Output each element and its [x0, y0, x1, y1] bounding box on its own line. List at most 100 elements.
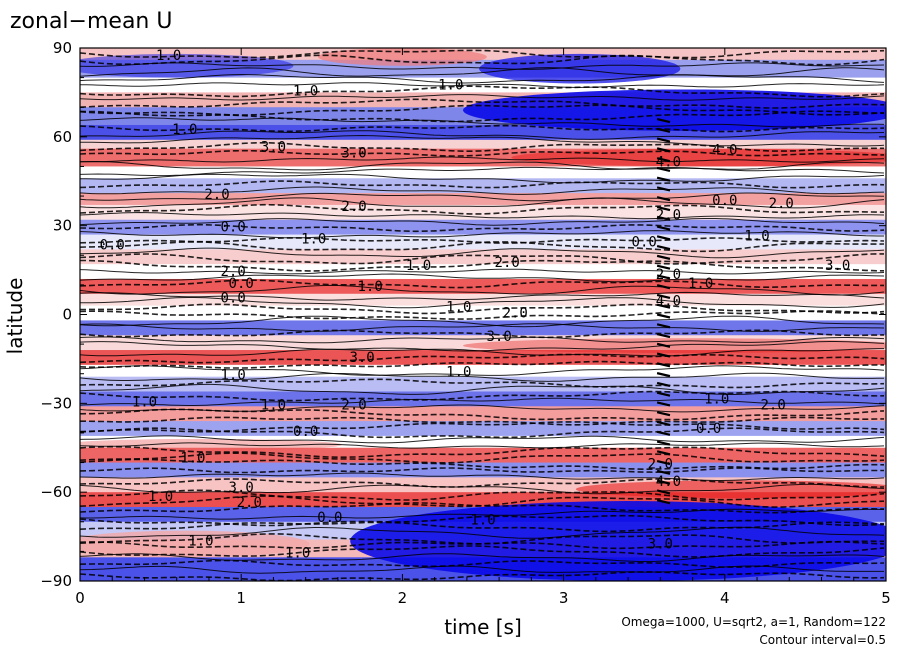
contour-tick-9 — [656, 205, 671, 212]
contour-line-49 — [80, 353, 885, 364]
band-23 — [80, 376, 886, 393]
contour-line-81 — [80, 553, 885, 562]
contour-label: 0.0 — [712, 193, 737, 209]
contour-line-34 — [80, 259, 884, 272]
contour-label: 2.0 — [341, 397, 366, 413]
contour-label: 2.0 — [204, 187, 229, 203]
contour-line-0 — [80, 49, 885, 59]
blob-1 — [479, 53, 681, 84]
contour-line-23 — [80, 192, 885, 202]
contour-label: 1.0 — [132, 394, 157, 410]
contour-label: 1.0 — [261, 397, 286, 413]
x-tick-label: 0 — [75, 589, 85, 607]
contour-label: 1.0 — [172, 122, 197, 138]
contour-label: 2.0 — [220, 264, 245, 280]
contour-line-82 — [80, 559, 885, 569]
contour-line-80 — [80, 545, 885, 558]
contour-line-59 — [80, 416, 885, 426]
contour-tick-20 — [656, 313, 671, 319]
contour-label: 3.0 — [229, 480, 254, 496]
contour-label: 1.0 — [688, 276, 713, 292]
contour-line-58 — [80, 408, 885, 421]
contour-line-61 — [80, 427, 885, 439]
x-tick-label: 4 — [720, 589, 730, 607]
contour-tick-33 — [656, 440, 671, 446]
contour-tick-30 — [656, 411, 671, 417]
contour-line-78 — [80, 533, 884, 545]
contour-line-7 — [80, 94, 885, 101]
contour-line-19 — [80, 166, 885, 177]
contour-line-10 — [80, 110, 885, 123]
contour-tick-17 — [656, 284, 671, 290]
contour-tick-0 — [656, 117, 671, 124]
contour-line-17 — [80, 156, 885, 163]
contour-tick-16 — [656, 274, 671, 280]
contour-label: 0.0 — [229, 276, 254, 292]
contour-label: 1.0 — [285, 545, 310, 561]
contour-label: 1.0 — [220, 368, 245, 384]
contour-line-26 — [80, 211, 885, 220]
contour-tick-15 — [656, 264, 671, 270]
contour-tick-2 — [656, 137, 671, 143]
x-tick-label: 2 — [398, 589, 408, 607]
contour-line-22 — [80, 186, 885, 195]
contour-tick-38 — [656, 489, 671, 495]
y-tick-label: −90 — [40, 572, 72, 590]
contour-label: 1.0 — [744, 228, 769, 244]
contour-line-50 — [80, 360, 884, 369]
contour-line-9 — [80, 104, 885, 116]
blob-6 — [463, 338, 886, 353]
parameters-note: Omega=1000, U=sqrt2, a=1, Random=122 — [621, 615, 886, 629]
contour-interval-note: Contour interval=0.5 — [759, 633, 886, 647]
contour-tick-37 — [656, 479, 671, 485]
contour-line-46 — [80, 336, 885, 344]
contour-line-48 — [80, 348, 884, 357]
contour-line-18 — [80, 161, 885, 171]
contour-line-2 — [80, 62, 885, 70]
contour-line-38 — [80, 284, 885, 296]
contour-label: 2.0 — [761, 397, 786, 413]
blob-4 — [80, 530, 310, 558]
y-tick-label: −30 — [40, 394, 72, 412]
band-2 — [80, 77, 886, 94]
contour-label: 4.0 — [712, 143, 737, 159]
contour-line-20 — [80, 173, 885, 184]
contour-label: 1.0 — [438, 77, 463, 93]
x-tick-label: 5 — [881, 589, 891, 607]
contour-tick-28 — [656, 391, 671, 397]
contour-line-29 — [80, 230, 884, 239]
contour-tick-3 — [656, 147, 671, 153]
contour-tick-25 — [656, 362, 671, 368]
contour-tick-12 — [656, 235, 671, 241]
contour-line-71 — [80, 489, 885, 501]
contour-line-84 — [80, 571, 885, 581]
contour-tick-11 — [656, 225, 671, 231]
contour-line-12 — [80, 124, 885, 133]
contour-line-25 — [80, 203, 885, 215]
contour-line-77 — [80, 526, 885, 539]
contour-label: 2.0 — [769, 196, 794, 212]
contour-label: 2.0 — [237, 495, 262, 511]
contour-label: 4.0 — [656, 154, 681, 170]
contour-label: 0.0 — [293, 424, 318, 440]
contour-line-13 — [80, 130, 885, 140]
contour-tick-13 — [656, 245, 671, 251]
contour-label: 1.0 — [358, 279, 383, 295]
contour-label: 2.0 — [656, 267, 681, 283]
contour-line-40 — [80, 297, 885, 309]
contour-line-57 — [80, 404, 885, 413]
x-tick-label: 1 — [236, 589, 246, 607]
contour-line-16 — [80, 149, 884, 157]
band-14 — [80, 249, 886, 265]
band-16 — [80, 278, 886, 295]
contour-line-83 — [80, 565, 884, 574]
contour-label: 0.0 — [100, 237, 125, 253]
y-tick-label: −60 — [40, 483, 72, 501]
contour-line-35 — [80, 268, 885, 275]
contour-label: 0.0 — [220, 291, 245, 307]
contour-lines — [80, 49, 885, 581]
contour-line-53 — [80, 378, 885, 389]
contour-tick-36 — [656, 469, 671, 475]
contour-label: 4.0 — [656, 474, 681, 490]
contour-label: 1.0 — [446, 300, 471, 316]
